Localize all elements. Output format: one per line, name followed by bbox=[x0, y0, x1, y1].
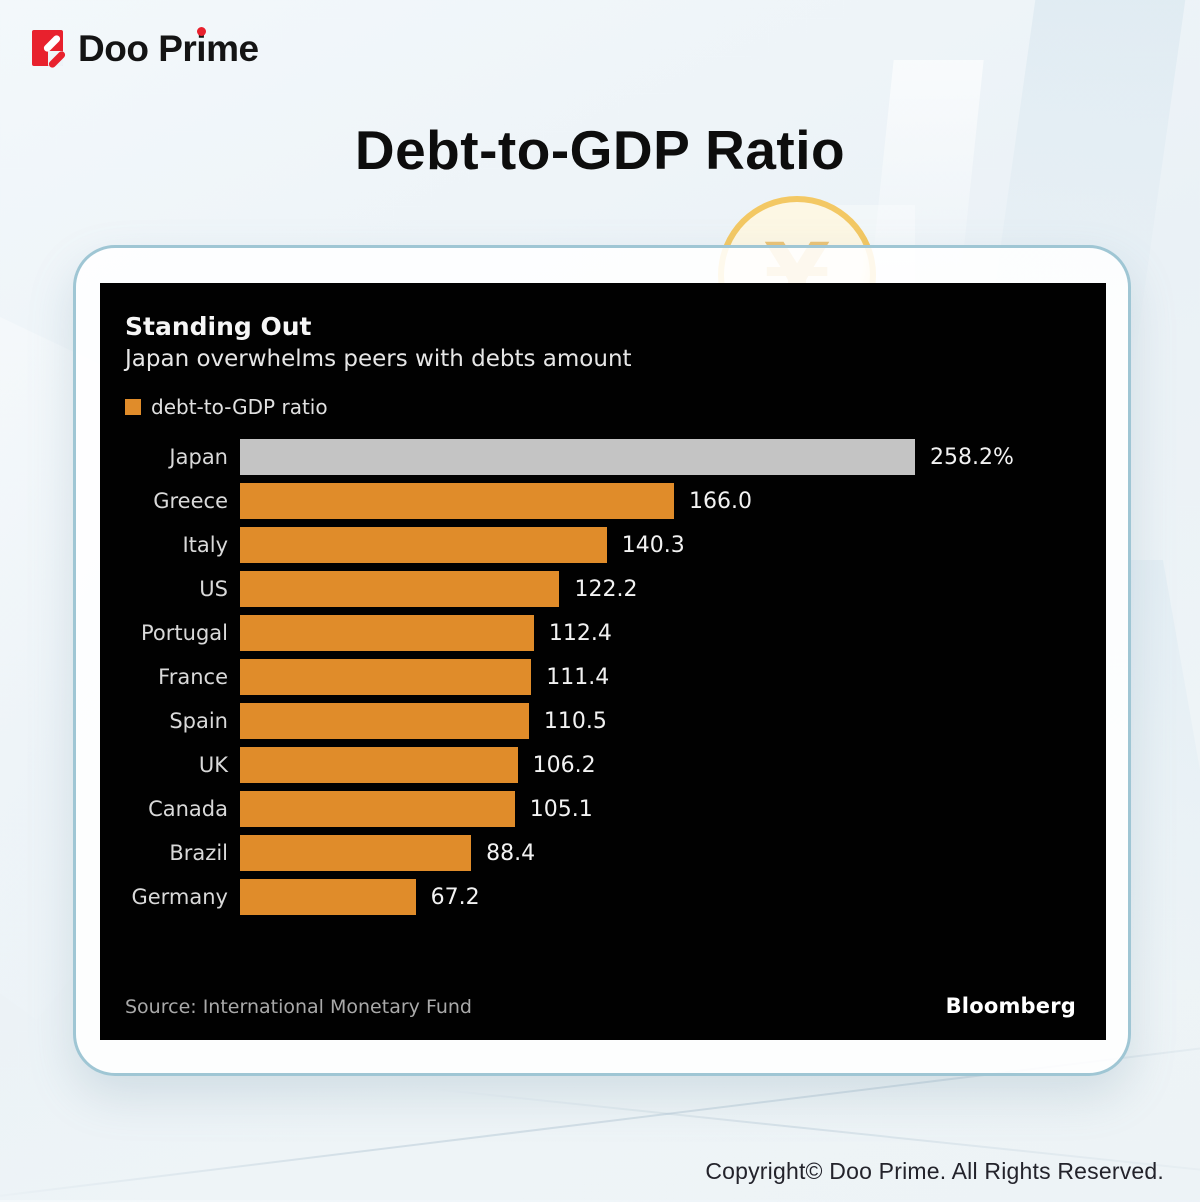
bar bbox=[240, 527, 607, 564]
bar bbox=[240, 571, 560, 608]
chart-title: Standing Out bbox=[125, 312, 312, 341]
bar-track: 112.4 bbox=[240, 615, 1076, 652]
doo-prime-wordmark: Doo Pr i me bbox=[78, 27, 259, 70]
bar bbox=[240, 747, 518, 784]
bar-highlight bbox=[240, 439, 915, 476]
bar-track: 111.4 bbox=[240, 659, 1076, 696]
bar-row: France 111.4 bbox=[125, 659, 1076, 696]
bar-track: 110.5 bbox=[240, 703, 1076, 740]
bar-row: Italy 140.3 bbox=[125, 527, 1076, 564]
bar-value: 110.5 bbox=[543, 708, 607, 734]
bar-row: Greece 166.0 bbox=[125, 483, 1076, 520]
legend-swatch-orange bbox=[125, 399, 141, 416]
bar-row: Germany 67.2 bbox=[125, 879, 1076, 916]
bar-label: Spain bbox=[169, 709, 228, 734]
chart-card: Standing Out Japan overwhelms peers with… bbox=[73, 245, 1131, 1076]
chart-subtitle: Japan overwhelms peers with debts amount bbox=[125, 346, 632, 373]
bar bbox=[240, 703, 529, 740]
bar bbox=[240, 483, 674, 520]
chart-footer: Source: International Monetary Fund Bloo… bbox=[125, 994, 1076, 1018]
bar-row: Spain 110.5 bbox=[125, 703, 1076, 740]
bar-value: 166.0 bbox=[688, 488, 752, 514]
bar-value: 140.3 bbox=[621, 532, 685, 558]
bar-label: Greece bbox=[153, 489, 228, 514]
chart-legend: debt-to-GDP ratio bbox=[125, 395, 1076, 419]
bar-track: 122.2 bbox=[240, 571, 1076, 608]
chart-rows: Japan 258.2% Greece 166.0 Italy 140.3 US 122.2 P… bbox=[125, 439, 1076, 916]
bar-value: 111.4 bbox=[546, 664, 610, 690]
bar-label: UK bbox=[198, 753, 228, 778]
bar bbox=[240, 835, 472, 872]
doo-prime-logo: Doo Pr i me bbox=[32, 27, 259, 70]
bar-track: 258.2% bbox=[240, 439, 1076, 476]
bar-value: 105.1 bbox=[529, 796, 593, 822]
bar-track: 106.2 bbox=[240, 747, 1076, 784]
bar-row: UK 106.2 bbox=[125, 747, 1076, 784]
bar-label: France bbox=[158, 665, 228, 690]
legend-label: debt-to-GDP ratio bbox=[151, 395, 328, 420]
bar-value: 88.4 bbox=[486, 840, 536, 866]
page-title: Debt-to-GDP Ratio bbox=[354, 119, 846, 181]
bar-value: 122.2 bbox=[574, 576, 638, 602]
bar-value: 67.2 bbox=[430, 884, 480, 910]
bar-row: Japan 258.2% bbox=[125, 439, 1076, 476]
bar-track: 105.1 bbox=[240, 791, 1076, 828]
bar-label: Germany bbox=[131, 885, 228, 910]
doo-prime-logo-icon bbox=[32, 29, 67, 69]
bar bbox=[240, 615, 534, 652]
bar-row: US 122.2 bbox=[125, 571, 1076, 608]
bar-track: 140.3 bbox=[240, 527, 1076, 564]
bar-value: 106.2 bbox=[532, 752, 596, 778]
bar-label: Canada bbox=[148, 797, 228, 822]
bar-row: Canada 105.1 bbox=[125, 791, 1076, 828]
bloomberg-attribution: Bloomberg bbox=[945, 994, 1076, 1018]
bar-row: Brazil 88.4 bbox=[125, 835, 1076, 872]
wordmark-part1: Doo Pr bbox=[78, 28, 197, 69]
bar-value: 112.4 bbox=[548, 620, 612, 646]
bar bbox=[240, 659, 532, 696]
bar bbox=[240, 879, 416, 916]
bar-track: 166.0 bbox=[240, 483, 1076, 520]
bar-label: US bbox=[199, 577, 228, 602]
bar-track: 88.4 bbox=[240, 835, 1076, 872]
bar-label: Brazil bbox=[169, 841, 228, 866]
bar bbox=[240, 791, 515, 828]
wordmark-i-red-dot: i bbox=[196, 27, 207, 69]
bar-label: Japan bbox=[169, 445, 228, 470]
bar-label: Portugal bbox=[141, 621, 228, 646]
bloomberg-chart-panel: Standing Out Japan overwhelms peers with… bbox=[100, 283, 1106, 1040]
wordmark-part2: me bbox=[206, 28, 259, 69]
bar-track: 67.2 bbox=[240, 879, 1076, 916]
copyright-text: Copyright© Doo Prime. All Rights Reserve… bbox=[705, 1158, 1164, 1184]
bar-value: 258.2% bbox=[930, 444, 1014, 470]
chart-source: Source: International Monetary Fund bbox=[125, 996, 472, 1018]
bar-row: Portugal 112.4 bbox=[125, 615, 1076, 652]
bar-label: Italy bbox=[182, 533, 228, 558]
